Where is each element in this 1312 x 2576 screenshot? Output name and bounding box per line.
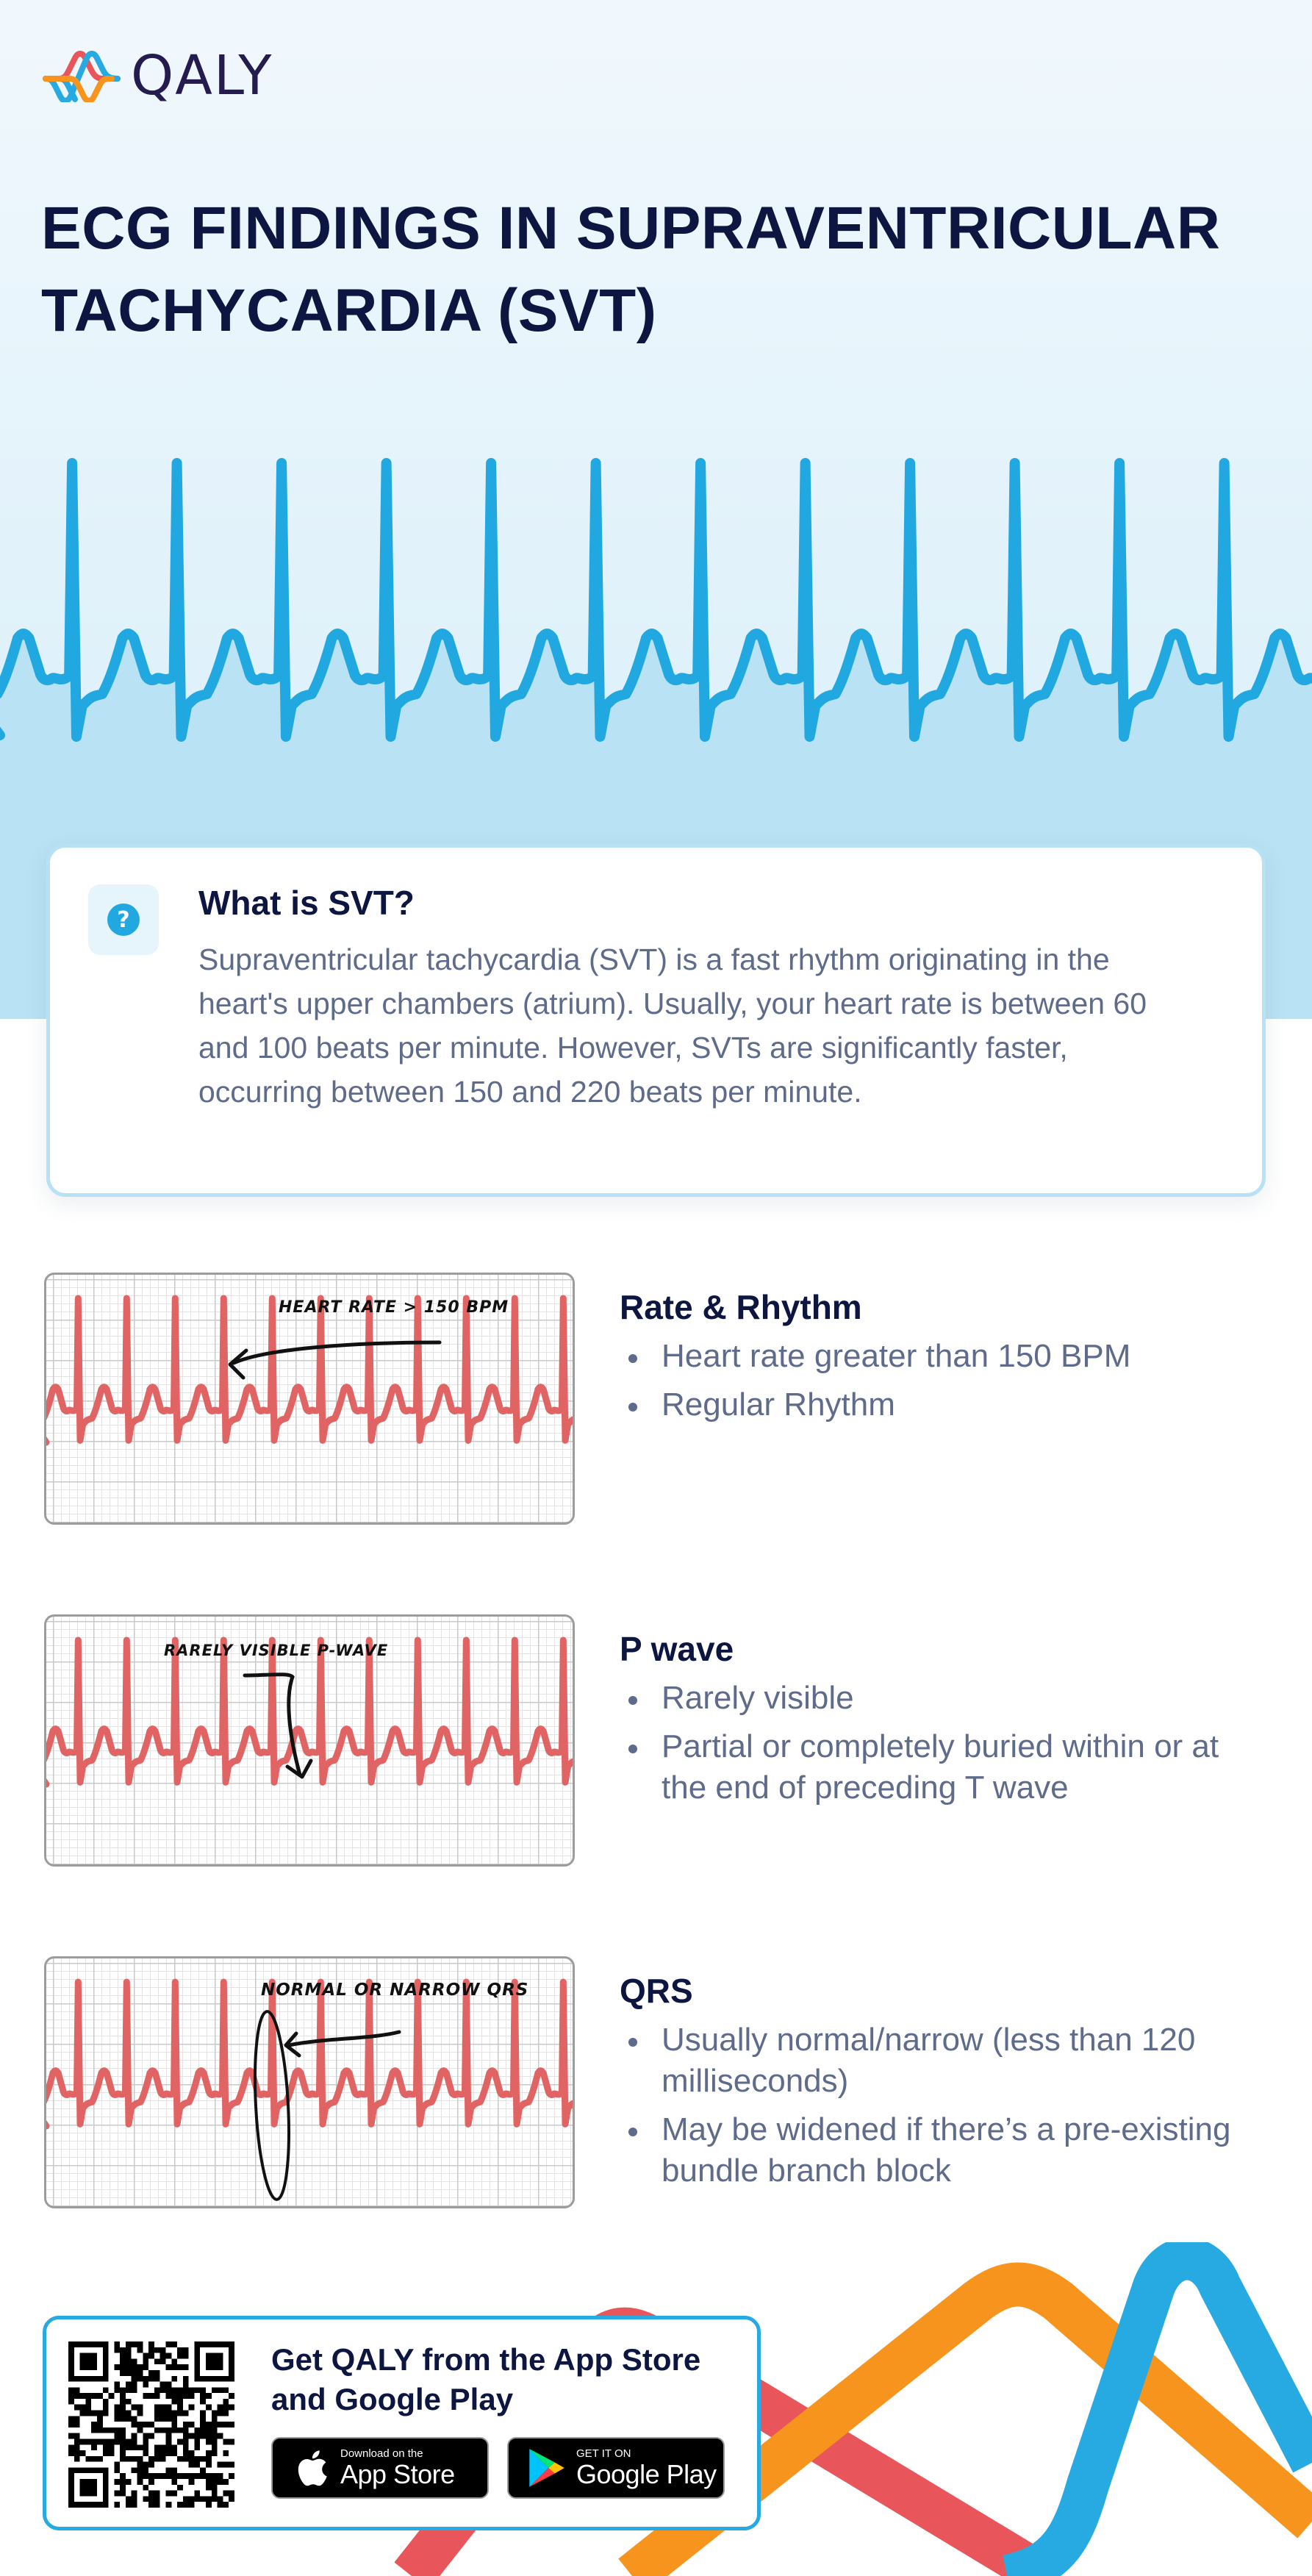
bullet-item: Regular Rhythm [620,1384,1266,1425]
qaly-logo[interactable]: QALY [43,49,273,103]
card-description: Supraventricular tachycardia (SVT) is a … [198,942,1147,1109]
finding-rate-rhythm: HEART RATE > 150 BPM Rate & Rhythm Heart… [0,1273,1312,1526]
app-download-card: Get QALY from the App Store and Google P… [43,2316,761,2530]
finding-title: P wave [620,1630,734,1668]
finding-qrs: NORMAL OR NARROW QRS QRS Usually normal/… [0,1956,1312,2210]
finding-text: QRS Usually normal/narrow (less than 120… [620,1971,1266,2199]
finding-bullets: Usually normal/narrow (less than 120 mil… [620,2019,1266,2192]
question-circle-icon: ? [107,904,140,936]
bullet-item: Partial or completely buried within or a… [620,1726,1266,1808]
annotation-qrs: NORMAL OR NARROW QRS [261,1981,529,2000]
bullet-item: May be widened if there’s a pre-existing… [620,2109,1266,2192]
google-play-label: Google Play [576,2459,717,2489]
annotation-heart-rate: HEART RATE > 150 BPM [279,1298,509,1317]
finding-bullets: Heart rate greater than 150 BPM Regular … [620,1336,1266,1425]
ecg-strip-pwave: RARELY VISIBLE P-WAVE [44,1614,575,1867]
circled-qrs-icon [254,2010,401,2201]
finding-title: QRS [620,1972,693,2010]
finding-text: Rate & Rhythm Heart rate greater than 15… [620,1287,1266,1433]
google-play-small-label: GET IT ON [576,2447,631,2460]
question-box: ? [88,884,159,955]
app-store-label: App Store [340,2459,455,2489]
ecg-waveform-red [46,1978,573,2130]
qaly-wave-logo-icon [43,51,121,102]
ecg-strip-rate: HEART RATE > 150 BPM [44,1273,575,1525]
ecg-strip-qrs: NORMAL OR NARROW QRS [44,1956,575,2208]
finding-text: P wave Rarely visible Partial or complet… [620,1629,1266,1816]
google-play-button[interactable]: GET IT ON Google Play [507,2437,725,2499]
bullet-item: Heart rate greater than 150 BPM [620,1336,1266,1377]
annotation-p-wave: RARELY VISIBLE P-WAVE [164,1642,389,1659]
ecg-waveform-red [46,1636,573,1788]
google-play-icon [529,2449,564,2487]
apple-icon [298,2450,327,2486]
bullet-item: Rarely visible [620,1678,1266,1719]
app-store-button[interactable]: Download on the App Store [271,2437,489,2499]
what-is-svt-card: ? What is SVT? Supraventricular tachycar… [46,844,1266,1197]
card-title: What is SVT? [198,884,415,922]
page-title: ECG FINDINGS IN SUPRAVENTRICULAR TACHYCA… [41,195,1221,344]
qr-code-icon[interactable] [68,2341,234,2508]
brand-name: QALY [131,44,273,107]
finding-bullets: Rarely visible Partial or completely bur… [620,1678,1266,1808]
footer-title: Get QALY from the App Store and Google P… [271,2342,701,2416]
finding-p-wave: RARELY VISIBLE P-WAVE P wave Rarely visi… [0,1614,1312,1868]
bullet-item: Usually normal/narrow (less than 120 mil… [620,2019,1266,2102]
app-store-small-label: Download on the [340,2447,423,2460]
arrow-icon [243,1672,313,1779]
finding-title: Rate & Rhythm [620,1288,862,1326]
ecg-waveform-red [46,1295,573,1446]
arrow-icon [228,1340,442,1380]
